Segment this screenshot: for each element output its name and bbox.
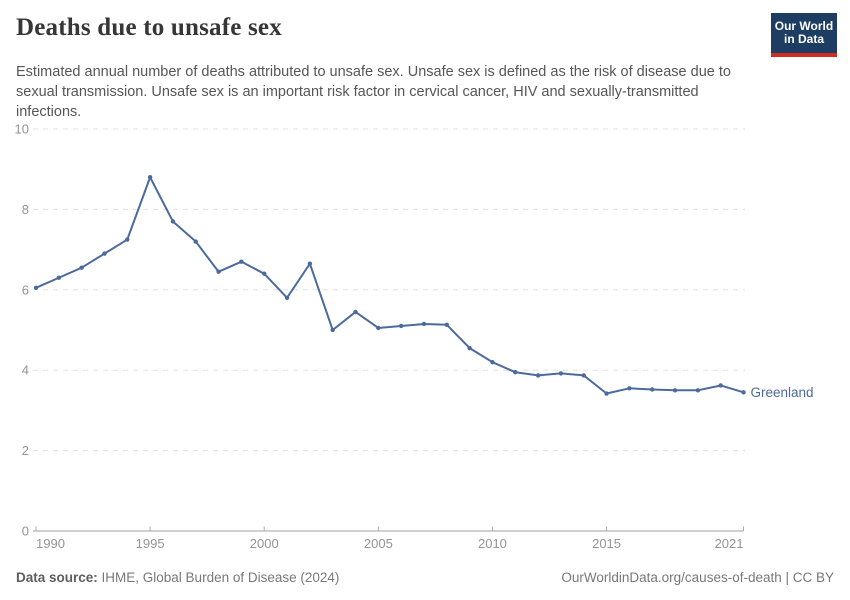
data-point-2001 [284,295,290,301]
y-axis-tick-label: 2 [22,443,29,458]
data-point-2019 [695,388,701,393]
data-point-2017 [650,387,655,392]
y-axis-tick-label: 10 [15,122,29,137]
x-axis-tick-label: 2000 [250,536,279,551]
y-axis-tick-label: 0 [22,524,29,539]
data-point-1998 [216,269,221,274]
data-point-2004 [353,309,358,315]
data-point-1994 [125,237,130,242]
data-point-1991 [56,275,62,280]
data-point-1990 [33,285,39,290]
y-axis-tick-label: 8 [22,202,29,217]
y-axis-tick-label: 6 [22,282,29,297]
license-link[interactable]: OurWorldinData.org/causes-of-death | CC … [561,570,834,585]
x-axis-tick-label: 2021 [715,536,744,551]
owid-logo-red-bar [771,53,837,57]
x-axis-tick-label: 2015 [592,536,621,551]
data-source-text: IHME, Global Burden of Disease (2024) [97,570,340,585]
data-point-2007 [421,321,427,327]
data-point-2018 [672,388,678,393]
series-line-greenland [35,176,744,395]
line-chart-canvas[interactable]: 0 2 4 6 8 10 1990 1995 2000 2005 2010 2015 2021 Green… [0,115,850,565]
data-source-label: Data source: [16,570,98,585]
data-point-2009 [467,345,472,351]
data-point-2016 [627,386,632,391]
x-axis-tick-label: 1990 [36,536,65,551]
data-point-2014 [581,373,586,378]
data-point-2010 [490,359,495,365]
data-point-2008 [444,322,450,327]
data-point-2003 [330,327,335,333]
data-point-1996 [170,219,176,224]
page-title: Deaths due to unsafe sex [16,14,282,41]
data-point-1997 [193,239,198,244]
data-point-2021 [741,390,746,395]
data-point-1999 [239,259,244,264]
data-source-note: Data source: IHME, Global Burden of Dise… [16,570,339,585]
owid-logo-text-line1: Our World [774,18,834,33]
x-axis-tick-label: 1995 [136,536,165,551]
chart-footer: Data source: IHME, Global Burden of Dise… [16,570,834,585]
data-point-2006 [398,323,404,329]
entity-label: Greenland [751,385,814,400]
owid-logo-text-line2: in Data [783,32,824,46]
data-point-2013 [558,371,564,376]
data-point-2002 [307,261,313,266]
data-point-2015 [604,391,609,396]
data-point-2020 [718,383,723,388]
x-axis-tick-label: 2010 [478,536,507,551]
data-point-1992 [79,265,84,270]
x-axis-tick-label: 2005 [364,536,393,551]
y-axis-tick-label: 4 [22,363,29,378]
data-point-2012 [535,373,541,378]
chart-subtitle: Estimated annual number of deaths attrib… [16,64,731,120]
owid-logo[interactable]: Our World in Data [771,13,837,57]
data-point-2005 [376,325,381,331]
data-point-1995 [147,175,153,180]
data-point-2000 [262,271,267,276]
data-point-1993 [102,251,107,256]
data-point-2011 [513,370,518,375]
